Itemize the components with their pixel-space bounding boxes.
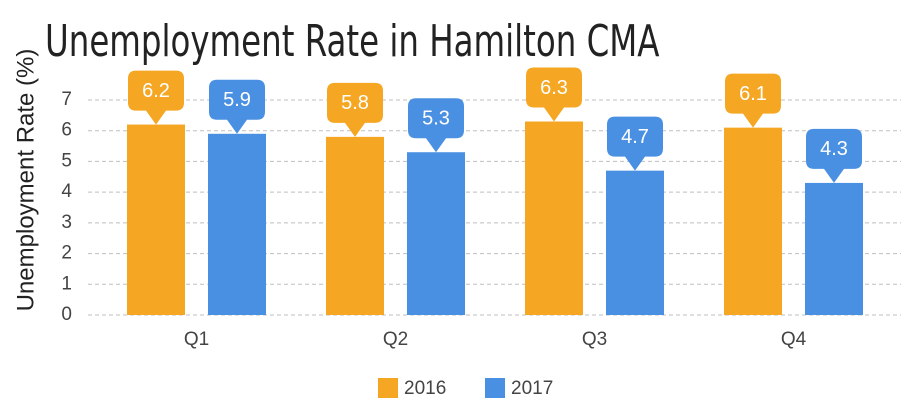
legend-swatch [378, 378, 398, 398]
callout [607, 116, 663, 171]
data-label: 4.3 [820, 138, 848, 160]
y-tick-label: 4 [61, 181, 72, 202]
bar [805, 182, 863, 315]
data-label: 6.2 [142, 80, 170, 102]
data-label: 5.8 [341, 92, 369, 114]
chart-title: Unemployment Rate in Hamilton CMA [45, 17, 660, 67]
callout [408, 98, 464, 153]
callout [526, 67, 582, 122]
y-tick-label: 0 [61, 304, 72, 325]
callout [128, 70, 184, 125]
data-label: 5.9 [223, 89, 251, 111]
y-tick-label: 7 [61, 89, 72, 110]
y-tick-label: 3 [61, 212, 72, 233]
x-tick-label: Q3 [582, 329, 607, 350]
y-tick-label: 5 [61, 150, 72, 171]
data-label: 6.1 [739, 83, 767, 105]
bar [208, 133, 266, 315]
callout [327, 82, 383, 137]
data-label: 4.7 [621, 126, 649, 148]
x-tick-label: Q4 [781, 329, 807, 350]
y-tick-label: 6 [61, 120, 72, 141]
bar [525, 121, 583, 315]
x-tick-label: Q1 [184, 329, 209, 350]
bar [724, 127, 782, 316]
bar [606, 170, 664, 315]
legend-swatch [485, 378, 505, 398]
bar [407, 152, 465, 315]
data-label: 6.3 [540, 77, 568, 99]
bar [127, 124, 185, 315]
data-label: 5.3 [422, 107, 450, 129]
callout [209, 79, 265, 134]
y-tick-label: 1 [61, 273, 72, 294]
callout [725, 73, 781, 128]
x-tick-label: Q2 [383, 329, 408, 350]
legend-label: 2017 [511, 378, 553, 399]
bar [326, 136, 384, 315]
legend-label: 2016 [404, 378, 446, 399]
y-axis-label: Unemployment Rate (%) [12, 49, 39, 312]
callout [806, 128, 862, 183]
y-tick-label: 2 [61, 243, 72, 264]
